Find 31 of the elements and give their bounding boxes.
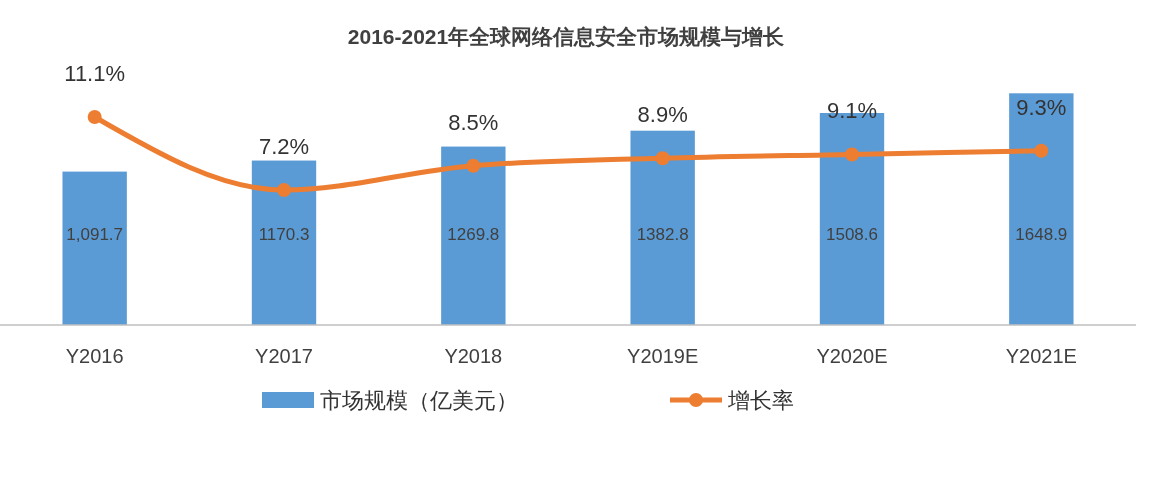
- bar: [630, 130, 695, 325]
- data-label: 1170.3: [258, 225, 310, 244]
- x-tick-label: Y2019E: [627, 345, 699, 367]
- data-label: 1,091.7: [66, 225, 124, 244]
- x-tick-label: Y2021E: [1005, 345, 1077, 367]
- point: [1034, 143, 1049, 158]
- bar: [441, 146, 506, 325]
- x-tick-label: Y2020E: [816, 345, 888, 367]
- bar: [1009, 93, 1074, 325]
- data-label: 1382.8: [636, 225, 689, 244]
- data-label: 8.9%: [637, 102, 688, 128]
- point: [87, 109, 102, 124]
- legend-label: 市场规模（亿美元）: [320, 388, 518, 413]
- chart-title: 2016-2021年全球网络信息安全市场规模与增长: [347, 25, 786, 48]
- point: [655, 151, 670, 166]
- point: [277, 183, 291, 198]
- data-label: 11.1%: [64, 60, 126, 86]
- data-label: 1269.8: [447, 225, 500, 244]
- x-tick-label: Y2017: [255, 345, 313, 367]
- data-label: 9.3%: [1016, 94, 1067, 120]
- data-label: 7.2%: [258, 134, 310, 160]
- data-label: 8.5%: [448, 109, 499, 135]
- bar: [62, 171, 127, 325]
- point: [466, 158, 481, 173]
- x-tick-label: Y2016: [65, 345, 124, 367]
- data-label: 1508.6: [826, 225, 878, 244]
- point: [845, 147, 859, 162]
- legend-label: 增长率: [727, 388, 794, 413]
- x-tick-label: Y2018: [444, 345, 503, 367]
- bar: [251, 160, 317, 325]
- data-label: 1648.9: [1015, 225, 1068, 244]
